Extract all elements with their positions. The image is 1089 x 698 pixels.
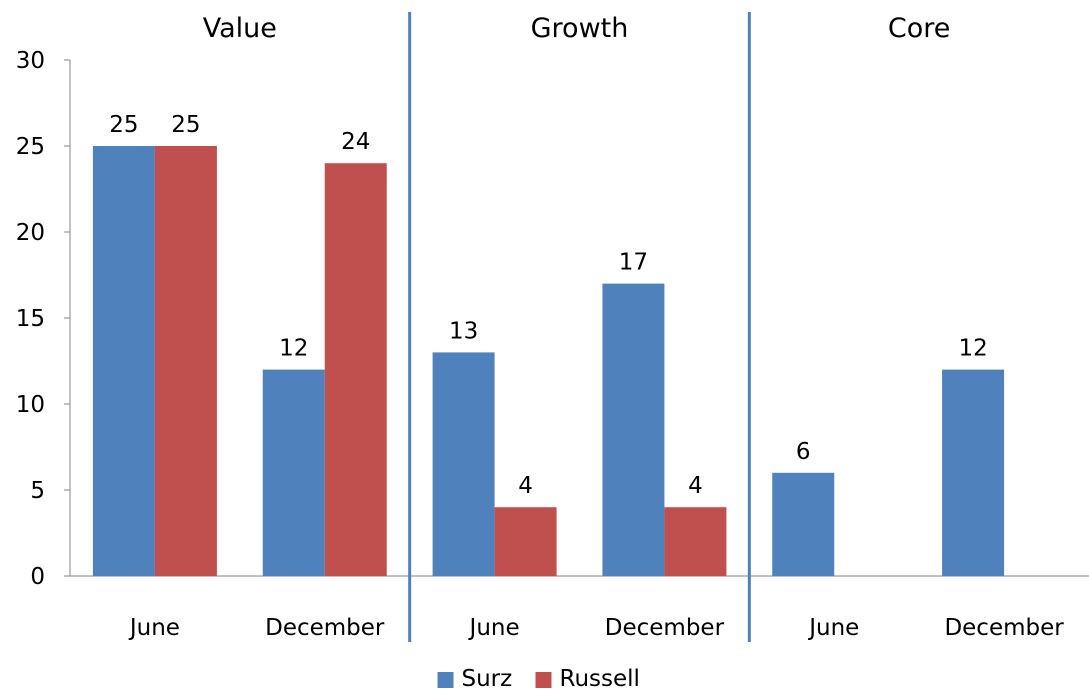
x-tick-label: June — [468, 615, 520, 641]
y-tick-label: 10 — [16, 392, 45, 418]
data-label: 4 — [688, 473, 703, 499]
data-label: 25 — [171, 112, 200, 138]
data-label: 13 — [449, 318, 478, 344]
bar — [494, 507, 557, 576]
group-title: Core — [888, 13, 951, 44]
bar — [432, 352, 495, 576]
data-label: 6 — [796, 439, 811, 465]
group-title: Value — [203, 13, 277, 44]
legend-swatch — [437, 672, 454, 688]
data-label: 24 — [341, 129, 370, 155]
data-label: 25 — [109, 112, 138, 138]
bar — [772, 472, 835, 576]
plot-area: 0 5 10 15 20 25 30 Value June 25 25 December 12 24 Gro… — [16, 12, 1089, 692]
bar — [664, 507, 727, 576]
y-tick-label: 30 — [16, 48, 45, 74]
data-label: 17 — [619, 250, 648, 276]
y-tick-label: 0 — [30, 564, 45, 590]
bar — [154, 146, 217, 576]
y-tick-label: 25 — [16, 134, 45, 160]
x-tick-label: June — [807, 615, 859, 641]
bar — [942, 369, 1005, 576]
x-tick-label: June — [128, 615, 180, 641]
y-tick-label: 20 — [16, 220, 45, 246]
legend-label: Russell — [560, 666, 640, 692]
legend-swatch — [535, 672, 552, 688]
data-label: 12 — [279, 336, 308, 362]
x-tick-label: December — [605, 615, 725, 641]
bar — [602, 283, 665, 576]
x-tick-label: December — [265, 615, 385, 641]
group-title: Growth — [531, 13, 629, 44]
bar — [324, 163, 387, 576]
bar — [262, 369, 325, 576]
data-label: 4 — [518, 473, 533, 499]
y-tick-label: 5 — [30, 478, 45, 504]
y-tick-label: 15 — [16, 306, 45, 332]
x-tick-label: December — [944, 615, 1064, 641]
bar — [92, 146, 155, 576]
data-label: 12 — [958, 336, 987, 362]
legend-label: Surz — [462, 666, 513, 692]
